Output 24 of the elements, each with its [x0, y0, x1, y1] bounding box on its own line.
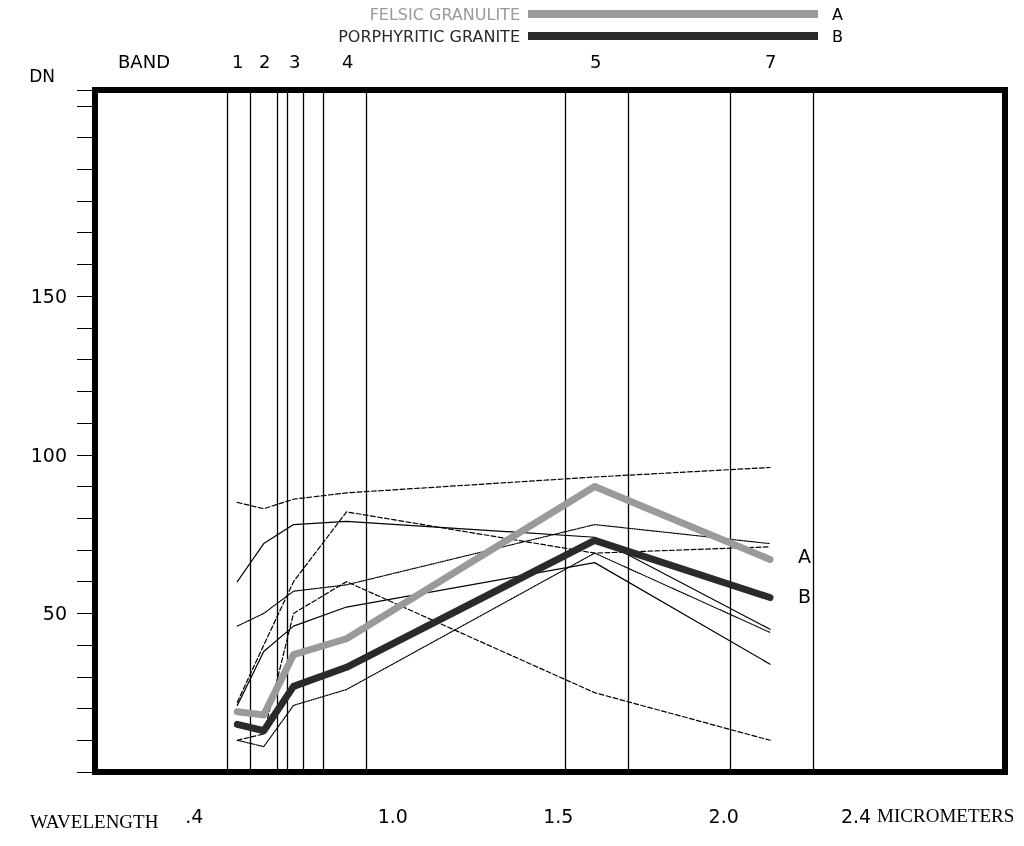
text: 7	[765, 50, 777, 72]
y-tick-label: 100	[30, 443, 67, 466]
x-tick-label: .4	[185, 804, 204, 827]
text: BAND	[118, 50, 170, 72]
annotation: A	[798, 544, 811, 567]
text: FELSIC GRANULITE	[368, 4, 520, 24]
text: 2	[259, 50, 271, 72]
text: 1	[232, 50, 244, 72]
x-tick-label: 1.5	[543, 804, 574, 827]
text: B	[832, 26, 843, 46]
text: 3	[289, 50, 301, 72]
x-tick-label: 2.0	[708, 804, 739, 827]
text: WAVELENGTH	[30, 811, 159, 832]
text: PORPHYRITIC GRANITE	[337, 26, 520, 46]
y-axis-title: DN	[29, 65, 55, 86]
y-tick-label: 150	[30, 285, 67, 308]
x-axis-title: MICROMETERS	[877, 805, 1015, 826]
text: 4	[342, 50, 354, 72]
text: 5	[590, 50, 602, 72]
x-tick-label: 1.0	[377, 804, 408, 827]
text: A	[832, 4, 843, 24]
x-tick-label: 2.4	[840, 804, 872, 827]
annotation: B	[798, 584, 812, 607]
y-tick-label: 50	[42, 602, 67, 625]
